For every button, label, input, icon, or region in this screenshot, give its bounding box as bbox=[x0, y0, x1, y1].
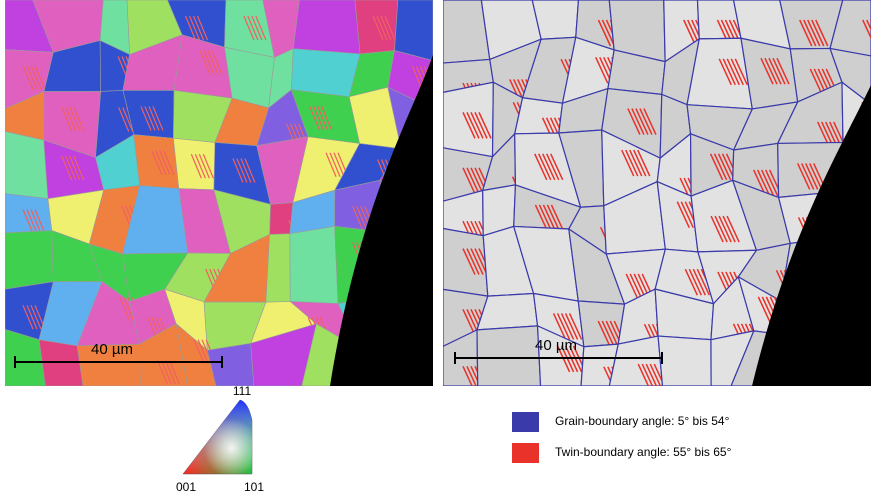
scale-label: 40 µm bbox=[535, 337, 577, 354]
grain bbox=[355, 0, 398, 54]
figure: 40 µm 40 µm 111 001 101 Grain-boundary a… bbox=[0, 0, 871, 496]
grain bbox=[270, 203, 293, 235]
legend-label: Grain-boundary angle: 5° bis 54° bbox=[555, 414, 730, 428]
grain bbox=[266, 234, 290, 302]
grain bbox=[207, 343, 254, 386]
grain bbox=[477, 326, 541, 386]
key-label: 101 bbox=[244, 480, 264, 494]
grain bbox=[173, 138, 215, 189]
key-label: 111 bbox=[233, 384, 252, 398]
grain bbox=[293, 0, 360, 54]
legend-swatch bbox=[512, 443, 539, 463]
grain bbox=[658, 336, 711, 386]
grain bbox=[578, 301, 624, 347]
grain bbox=[395, 0, 433, 61]
grain bbox=[291, 49, 360, 97]
legend-label: Twin-boundary angle: 55° bis 65° bbox=[555, 445, 732, 459]
color-key: 111 001 101 bbox=[176, 384, 264, 494]
legend-swatch bbox=[512, 412, 539, 432]
grain bbox=[5, 131, 48, 198]
key-triangle-center bbox=[183, 400, 252, 474]
scale-label: 40 µm bbox=[91, 341, 133, 358]
page: 40 µm 40 µm 111 001 101 Grain-boundary a… bbox=[0, 0, 871, 501]
grain bbox=[290, 226, 338, 303]
legend: Grain-boundary angle: 5° bis 54° Twin-bou… bbox=[512, 412, 732, 463]
grain bbox=[5, 231, 53, 290]
key-label: 001 bbox=[176, 480, 196, 494]
grain bbox=[443, 82, 493, 156]
